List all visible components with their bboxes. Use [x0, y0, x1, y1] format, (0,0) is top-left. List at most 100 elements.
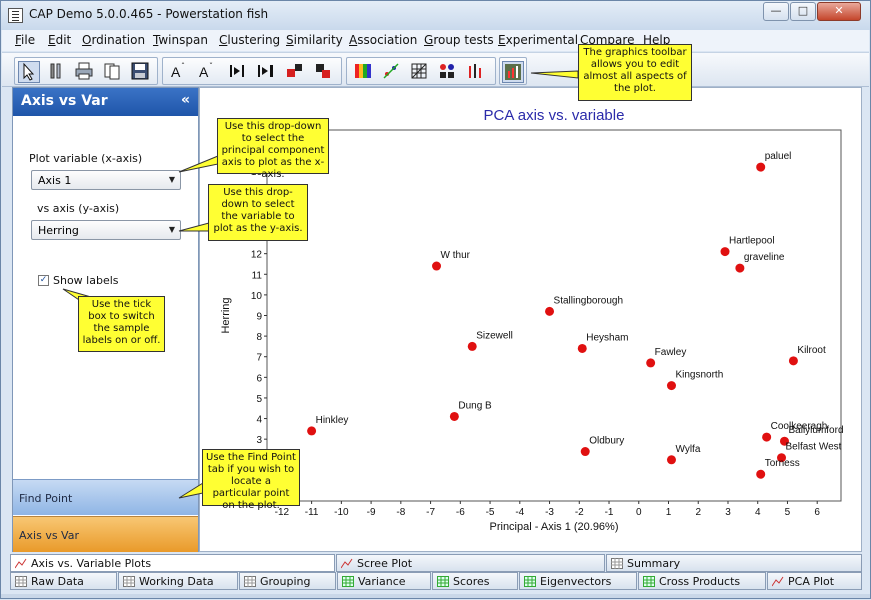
grid-icon[interactable] [409, 61, 431, 83]
point-label: Fawley [655, 347, 687, 358]
plot-variable-label: Plot variable (x-axis) [29, 152, 143, 165]
print-preview-icon[interactable] [102, 61, 124, 83]
menu-clustering[interactable]: Clustering [219, 33, 281, 47]
x-tick-label: 6 [814, 507, 820, 518]
y-axis-dropdown[interactable]: Herring ▼ [31, 220, 181, 240]
data-point [449, 411, 459, 421]
x-tick-label: -2 [575, 507, 584, 518]
tab-scree-plot[interactable]: Scree Plot [336, 554, 605, 572]
point-label: Hinkley [316, 415, 349, 426]
tab-label: Raw Data [31, 575, 84, 588]
menu-twinspan[interactable]: Twinspan [153, 33, 208, 47]
green-table-icon [437, 576, 449, 587]
tools-icon[interactable] [46, 61, 68, 83]
chart-edit-icon[interactable] [502, 61, 524, 83]
align-left-icon[interactable] [227, 61, 249, 83]
legend-icon[interactable] [437, 61, 459, 83]
tab-label: Cross Products [659, 575, 741, 588]
tab-pca-plot[interactable]: PCA Plot [767, 572, 862, 590]
tab-eigenvectors[interactable]: Eigenvectors [519, 572, 637, 590]
data-point [432, 261, 442, 271]
point-label: Wylfa [675, 444, 700, 455]
point-label: Heysham [586, 332, 628, 343]
tab-variance[interactable]: Variance [337, 572, 431, 590]
menu-group-tests[interactable]: Group tests [424, 33, 494, 47]
dropdown-arrow-icon: ▼ [168, 225, 175, 234]
data-point [720, 247, 730, 257]
point-label: Coolkeeragh [771, 421, 828, 432]
tab-summary[interactable]: Summary [606, 554, 862, 572]
window-title: CAP Demo 5.0.0.465 - Powerstation fish [29, 7, 269, 21]
menu-bar: File Edit Ordination Twinspan Clustering… [2, 30, 869, 51]
x-axis-dropdown[interactable]: Axis 1 ▼ [31, 170, 181, 190]
menu-experimental[interactable]: Experimental [498, 33, 579, 47]
svg-text:A: A [171, 64, 181, 80]
print-icon[interactable] [74, 61, 96, 83]
app-icon [8, 8, 23, 23]
minimize-button[interactable]: — [763, 2, 789, 21]
menu-help[interactable]: Help [643, 33, 671, 47]
y-tick-label: 5 [256, 394, 262, 405]
data-point [756, 469, 766, 479]
maximize-button[interactable]: □ [790, 2, 816, 21]
menu-association[interactable]: Association [349, 33, 418, 47]
save-icon[interactable] [130, 61, 152, 83]
palette-icon[interactable] [353, 61, 375, 83]
status-strip [1, 594, 870, 598]
y-tick-label: 3 [256, 435, 262, 446]
data-point [666, 381, 676, 391]
show-labels-checkbox[interactable]: ✓ [38, 275, 49, 286]
axis-vs-var-tab[interactable]: Axis vs Var [13, 516, 198, 552]
find-point-tab[interactable]: Find Point [13, 479, 198, 515]
toolbar-group-edit [499, 57, 527, 85]
tab-cross-products[interactable]: Cross Products [638, 572, 766, 590]
point-label: Hartlepool [729, 236, 775, 247]
y-tick-label: 8 [256, 332, 262, 343]
align-right-icon[interactable] [255, 61, 277, 83]
table-icon [244, 576, 256, 587]
pointer-icon[interactable] [18, 61, 40, 83]
color-fill-icon[interactable] [285, 61, 307, 83]
table-icon [15, 576, 27, 587]
point-label: Torness [765, 458, 800, 469]
line-chart-icon [14, 558, 27, 569]
x-tick-label: -3 [545, 507, 554, 518]
toolbar-group-file [14, 57, 158, 85]
axes-icon[interactable] [381, 61, 403, 83]
x-tick-label: 1 [666, 507, 672, 518]
point-label: Kingsnorth [675, 370, 723, 381]
show-labels-label: Show labels [53, 274, 119, 287]
tab-axis-vs-variable-plots[interactable]: Axis vs. Variable Plots [10, 554, 335, 572]
close-button[interactable]: ✕ [817, 2, 861, 21]
menu-similarity[interactable]: Similarity [286, 33, 343, 47]
tab-label: Grouping [260, 575, 311, 588]
table-icon [123, 576, 135, 587]
menu-edit[interactable]: Edit [48, 33, 72, 47]
x-axis-callout: Use this drop-down to select the princip… [217, 118, 329, 180]
tab-label: PCA Plot [788, 575, 835, 588]
menu-compare[interactable]: Compare [580, 33, 635, 47]
dropdown-arrow-icon: ▼ [168, 175, 175, 184]
x-tick-label: 4 [755, 507, 761, 518]
data-point [307, 426, 317, 436]
tab-grouping[interactable]: Grouping [239, 572, 336, 590]
color-marker-icon[interactable] [313, 61, 335, 83]
title-bar: CAP Demo 5.0.0.465 - Powerstation fish —… [1, 1, 870, 30]
pca-scatter-chart[interactable]: PCA axis vs. variable Principal - Axis 1 … [200, 88, 861, 551]
tab-scores[interactable]: Scores [432, 572, 518, 590]
bars-icon[interactable] [465, 61, 487, 83]
menu-file[interactable]: File [15, 33, 36, 47]
tab-label: Scree Plot [357, 557, 413, 570]
point-label: Ballylumford [788, 425, 843, 436]
green-table-icon [342, 576, 354, 587]
collapse-icon[interactable]: « [180, 92, 190, 108]
show-labels-callout: Use the tick box to switch the sample la… [78, 296, 165, 352]
tab-raw-data[interactable]: Raw Data [10, 572, 117, 590]
panel-title: Axis vs Var « [13, 88, 198, 116]
x-tick-label: -4 [515, 507, 524, 518]
menu-ordination[interactable]: Ordination [82, 33, 146, 47]
tab-working-data[interactable]: Working Data [118, 572, 238, 590]
data-point [580, 447, 590, 457]
